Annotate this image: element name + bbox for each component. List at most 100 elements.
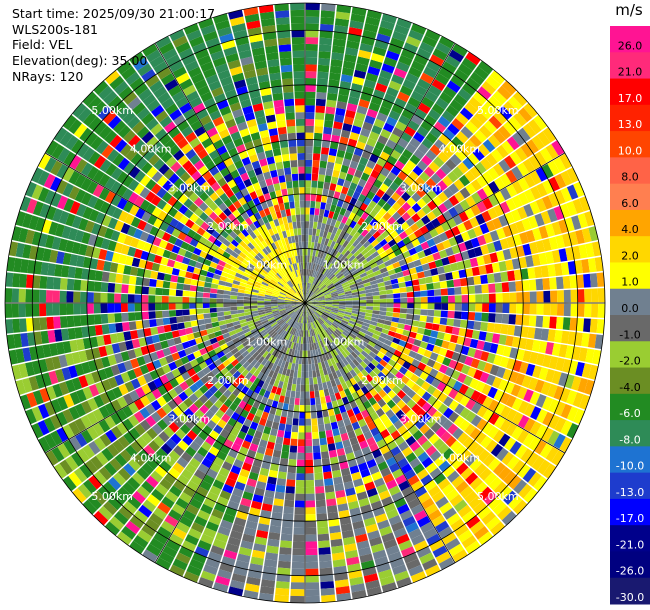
ray-gate xyxy=(305,57,318,65)
ray-gate xyxy=(185,271,193,279)
ray-gate xyxy=(305,343,308,351)
ray-gate xyxy=(333,121,343,130)
ray-gate xyxy=(74,174,87,188)
ray-gate xyxy=(417,327,425,335)
ray-gate xyxy=(161,232,172,242)
ray-gate xyxy=(274,248,281,256)
ray-gate xyxy=(359,296,367,300)
ray-gate xyxy=(334,220,341,229)
ray-gate xyxy=(401,108,414,120)
ray-gate xyxy=(181,54,197,66)
ray-gate xyxy=(209,485,222,496)
ray-gate xyxy=(345,307,353,311)
ray-gate xyxy=(177,276,185,284)
ray-gate xyxy=(432,388,442,399)
ray-gate xyxy=(13,333,23,349)
ray-gate xyxy=(53,316,61,329)
ray-gate xyxy=(383,502,396,513)
ray-gate xyxy=(306,289,309,297)
ray-gate xyxy=(122,201,134,213)
ray-gate xyxy=(564,217,575,232)
ray-gate xyxy=(374,141,386,151)
ray-gate xyxy=(536,291,544,303)
ray-gate xyxy=(561,262,570,276)
ray-gate xyxy=(385,456,397,467)
ray-gate xyxy=(161,303,169,311)
ray-gate xyxy=(310,295,317,300)
ray-gate xyxy=(392,468,404,479)
ray-gate xyxy=(215,187,225,197)
ray-gate xyxy=(338,325,345,331)
ray-gate xyxy=(330,290,338,295)
ray-gate xyxy=(225,477,237,488)
ray-gate xyxy=(356,540,370,550)
ray-gate xyxy=(336,447,346,457)
ray-gate xyxy=(383,473,395,484)
ray-gate xyxy=(398,539,413,551)
ray-gate xyxy=(312,335,316,343)
ray-gate xyxy=(470,358,480,369)
ray-gate xyxy=(172,35,188,48)
ray-gate xyxy=(205,371,215,380)
ray-gate xyxy=(519,361,529,375)
ray-gate xyxy=(384,363,394,372)
ray-gate xyxy=(277,336,283,343)
ray-gate xyxy=(400,334,409,342)
ray-gate xyxy=(264,264,272,271)
ray-gate xyxy=(216,450,228,461)
ray-gate xyxy=(347,322,355,328)
ray-gate xyxy=(39,303,47,317)
ray-gate xyxy=(33,331,43,345)
ray-gate xyxy=(275,373,282,381)
ray-gate xyxy=(269,330,276,337)
ray-gate xyxy=(87,280,95,292)
ray-gate xyxy=(226,433,237,443)
ray-gate xyxy=(63,394,75,408)
ray-gate xyxy=(71,351,81,365)
ray-gate xyxy=(264,294,272,298)
ray-gate xyxy=(173,385,184,395)
ray-gate xyxy=(319,368,325,377)
ray-gate xyxy=(153,254,163,264)
ray-gate xyxy=(264,296,272,300)
ray-gate xyxy=(118,86,133,100)
ray-gate xyxy=(172,406,184,417)
ray-gate xyxy=(78,218,89,231)
ray-gate xyxy=(186,244,196,253)
ray-gate xyxy=(334,251,341,259)
ray-gate xyxy=(269,280,277,286)
ray-gate xyxy=(231,317,240,323)
ray-gate xyxy=(42,344,52,358)
ray-gate xyxy=(416,187,427,198)
ray-gate xyxy=(537,131,551,147)
ray-gate xyxy=(145,74,160,88)
ray-gate xyxy=(104,130,118,144)
ray-gate xyxy=(98,346,108,358)
ray-gate xyxy=(358,311,366,316)
ray-gate xyxy=(160,257,169,266)
ray-gate xyxy=(352,308,360,312)
ray-gate xyxy=(365,72,379,83)
ray-gate xyxy=(314,479,324,487)
ray-gate xyxy=(296,459,305,467)
ray-gate xyxy=(325,429,333,438)
ray-gate xyxy=(45,303,54,316)
ray-gate xyxy=(355,281,364,287)
ray-gate xyxy=(55,342,65,355)
ray-gate xyxy=(354,263,363,270)
ray-gate xyxy=(157,67,172,80)
ray-gate xyxy=(154,128,168,141)
ray-gate xyxy=(297,291,302,298)
ray-gate xyxy=(133,82,149,96)
ray-gate xyxy=(199,384,209,394)
ray-gate xyxy=(309,322,312,330)
ray-gate xyxy=(377,226,386,235)
ray-gate xyxy=(159,460,172,473)
ray-gate xyxy=(155,310,163,319)
ray-gate xyxy=(284,499,295,508)
ray-gate xyxy=(25,317,34,332)
ray-gate xyxy=(343,259,351,267)
ray-gate xyxy=(230,299,237,303)
ray-gate xyxy=(259,467,270,477)
ray-gate xyxy=(79,127,93,143)
